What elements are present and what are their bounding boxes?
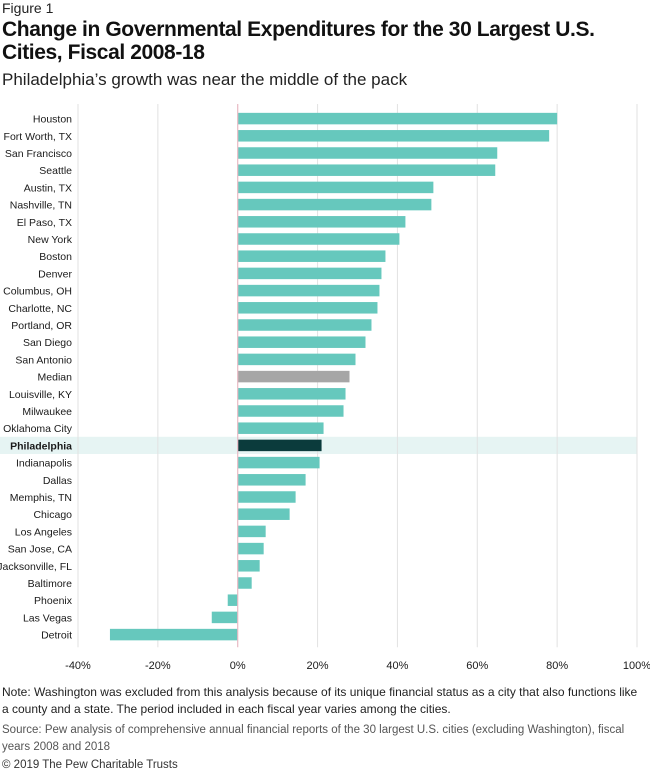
bar	[237, 542, 264, 555]
category-label: Columbus, OH	[3, 286, 72, 298]
bar	[237, 405, 344, 417]
bar	[237, 491, 296, 503]
category-label: San Diego	[23, 337, 72, 349]
bar	[237, 336, 366, 348]
bar	[237, 370, 350, 383]
bar	[237, 181, 434, 194]
x-tick-label: 20%	[307, 660, 329, 670]
category-label: San Antonio	[15, 354, 72, 366]
bar	[237, 525, 266, 538]
category-label: Denver	[38, 268, 72, 280]
bar-chart: Houston Fort Worth, TX San Francisco Seattl…	[0, 104, 650, 670]
category-label: Indianapolis	[16, 458, 72, 470]
category-label: Boston	[39, 251, 72, 263]
chart-source: Source: Pew analysis of comprehensive an…	[2, 724, 625, 753]
category-label: Portland, OR	[11, 320, 72, 332]
category-label: Los Angeles	[15, 526, 72, 538]
category-label: El Paso, TX	[17, 217, 72, 229]
category-label: Charlotte, NC	[8, 303, 72, 315]
figure-label: Figure 1	[2, 0, 54, 16]
bar	[237, 147, 498, 159]
x-tick-label: 100%	[623, 660, 650, 670]
bar	[237, 164, 496, 176]
bar	[237, 353, 356, 366]
category-label: Nashville, TN	[10, 200, 72, 212]
bar	[237, 284, 380, 297]
category-label: Oklahoma City	[3, 423, 73, 435]
category-label: Chicago	[33, 509, 72, 521]
bar	[237, 112, 558, 125]
category-label: Median	[38, 372, 73, 384]
bar	[237, 577, 252, 589]
category-label: Las Vegas	[23, 612, 72, 624]
x-tick-label: 0%	[230, 660, 246, 670]
bar	[237, 422, 324, 434]
bar	[237, 456, 320, 469]
chart-subtitle: Philadelphia’s growth was near the middl…	[2, 70, 408, 89]
category-label: San Jose, CA	[8, 544, 72, 556]
category-label: Fort Worth, TX	[4, 131, 72, 143]
x-tick-label: 80%	[546, 660, 568, 670]
x-tick-label: -40%	[65, 660, 91, 670]
copyright: © 2019 The Pew Charitable Trusts	[2, 759, 178, 771]
bar	[227, 594, 238, 606]
bar	[237, 267, 382, 280]
category-label: Baltimore	[28, 578, 73, 590]
chart-note: Note: Washington was excluded from this …	[2, 685, 638, 716]
bar	[237, 319, 372, 331]
bar	[237, 130, 550, 142]
category-label: Louisville, KY	[9, 389, 72, 401]
bar	[237, 474, 306, 486]
category-label: Detroit	[41, 630, 72, 642]
x-tick-label: -20%	[145, 660, 171, 670]
bar	[237, 233, 400, 245]
category-label: Memphis, TN	[10, 492, 72, 504]
bar	[237, 508, 290, 520]
bar	[211, 611, 238, 624]
category-label: New York	[28, 234, 73, 246]
x-tick-label: 60%	[466, 660, 488, 670]
bar	[237, 439, 322, 452]
category-label: Milwaukee	[22, 406, 72, 418]
bar	[109, 628, 238, 641]
category-label: Dallas	[43, 475, 72, 487]
x-tick-label: 40%	[386, 660, 408, 670]
bar	[237, 216, 406, 228]
category-label: Philadelphia	[10, 440, 72, 452]
category-label: Houston	[33, 114, 72, 126]
category-label: Austin, TX	[24, 182, 72, 194]
bar	[237, 560, 260, 572]
bar	[237, 302, 378, 314]
bar	[237, 250, 386, 262]
bar	[237, 198, 432, 211]
chart-title: Change in Governmental Expenditures for …	[2, 18, 595, 64]
category-label: Jacksonville, FL	[0, 561, 72, 573]
bar	[237, 388, 346, 400]
category-label: San Francisco	[5, 148, 72, 160]
category-label: Seattle	[39, 165, 72, 177]
category-label: Phoenix	[34, 595, 73, 607]
